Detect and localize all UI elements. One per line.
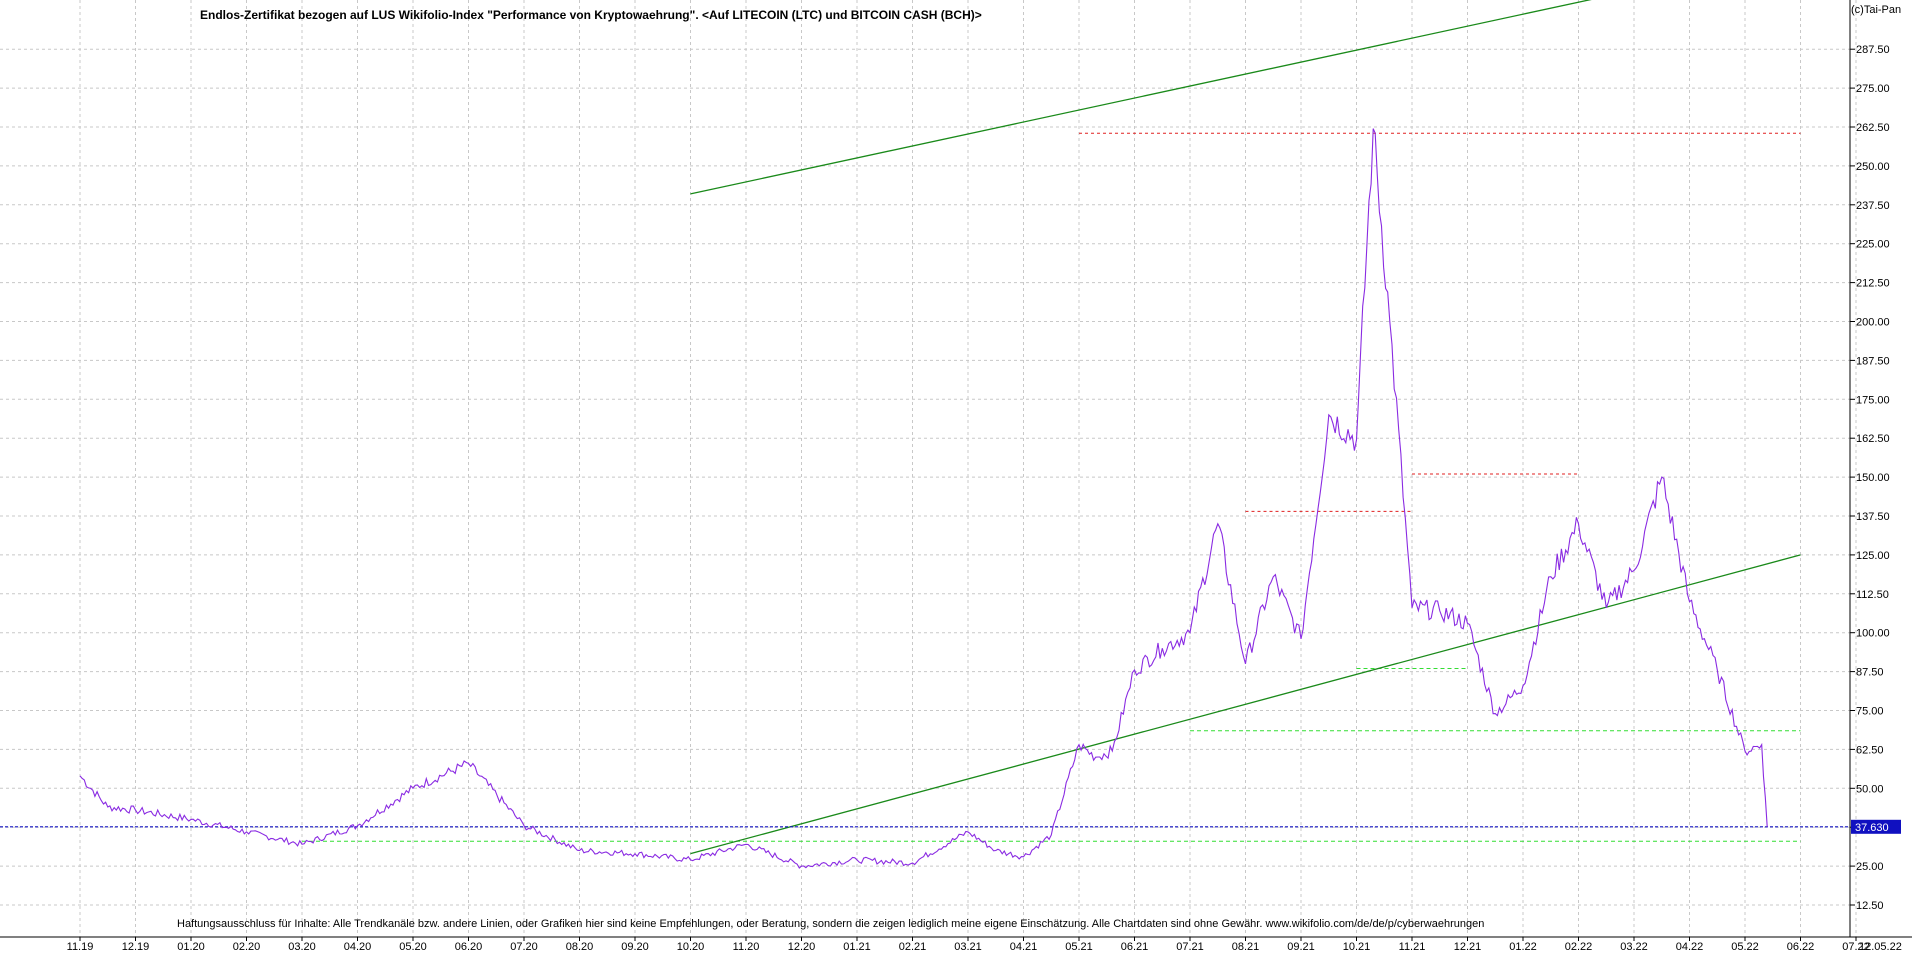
x-tick-label: 03.22 [1620,941,1648,952]
trend-line [690,0,1592,195]
disclaimer-text: Haftungsausschluss für Inhalte: Alle Tre… [177,918,1484,930]
x-tick-label: 09.20 [621,941,649,952]
x-tick-label: 12.19 [122,941,150,952]
x-tick-label: 07.22 [1842,941,1870,952]
last-value-marker [1851,819,1901,834]
y-tick-label: 237.50 [1856,200,1890,212]
y-tick-label: 75.00 [1856,706,1884,718]
x-tick-label: 02.20 [233,941,261,952]
trend-line [690,554,1801,855]
y-tick-label: 125.00 [1856,550,1890,562]
y-tick-label: 225.00 [1856,239,1890,251]
x-tick-label: 09.21 [1287,941,1315,952]
y-tick-label: 50.00 [1856,783,1884,795]
y-tick-label: 62.50 [1856,744,1884,756]
x-tick-label: 10.20 [677,941,705,952]
x-tick-label: 08.21 [1232,941,1260,952]
x-tick-label: 02.21 [899,941,927,952]
x-tick-label: 01.21 [843,941,871,952]
x-tick-label: 07.21 [1176,941,1204,952]
y-tick-label: 112.50 [1856,589,1889,601]
x-tick-label: 05.20 [399,941,427,952]
x-tick-label: 04.20 [344,941,372,952]
y-tick-label: 200.00 [1856,317,1890,329]
last-value-label: 37.630 [1855,822,1889,834]
x-tick-label: 12.20 [788,941,816,952]
y-tick-label: 287.50 [1856,44,1890,56]
y-tick-label: 12.50 [1856,900,1884,912]
y-tick-label: 87.50 [1856,667,1884,679]
x-tick-label: 03.21 [954,941,982,952]
y-tick-label: 25.00 [1856,861,1884,873]
x-tick-label: 03.20 [288,941,316,952]
y-tick-label: 100.00 [1856,628,1890,640]
y-tick-label: 212.50 [1856,278,1890,290]
x-tick-label: 01.22 [1509,941,1537,952]
x-tick-label: 10.21 [1343,941,1371,952]
grid [0,0,1857,937]
y-tick-label: 175.00 [1856,394,1890,406]
series [79,128,1768,869]
y-tick-label: 137.50 [1856,511,1890,523]
y-tick-label: 150.00 [1856,472,1890,484]
x-tick-label: 05.21 [1065,941,1093,952]
x-tick-label: 12.05.22 [1859,941,1902,952]
y-tick-label: 187.50 [1856,355,1890,367]
x-tick-label: 04.22 [1676,941,1704,952]
price-series-line [79,128,1768,869]
x-tick-label: 06.20 [455,941,483,952]
trend-lines [0,0,1850,855]
x-tick-label: 11.19 [67,941,94,952]
x-tick-label: 08.20 [566,941,594,952]
y-tick-label: 275.00 [1856,83,1890,95]
x-tick-label: 07.20 [510,941,538,952]
x-tick-label: 02.22 [1565,941,1593,952]
chart-title: Endlos-Zertifikat bezogen auf LUS Wikifo… [200,8,982,22]
x-tick-label: 11.21 [1399,941,1426,952]
y-tick-label: 250.00 [1856,161,1890,173]
copyright-label: (c)Tai-Pan [1851,4,1901,16]
y-tick-label: 162.50 [1856,433,1890,445]
x-tick-label: 04.21 [1010,941,1038,952]
x-tick-label: 11.20 [733,941,760,952]
x-tick-label: 06.22 [1787,941,1815,952]
x-tick-label: 12.21 [1454,941,1482,952]
y-tick-label: 262.50 [1856,122,1890,134]
x-tick-label: 01.20 [177,941,205,952]
x-tick-label: 05.22 [1731,941,1759,952]
x-tick-label: 06.21 [1121,941,1149,952]
